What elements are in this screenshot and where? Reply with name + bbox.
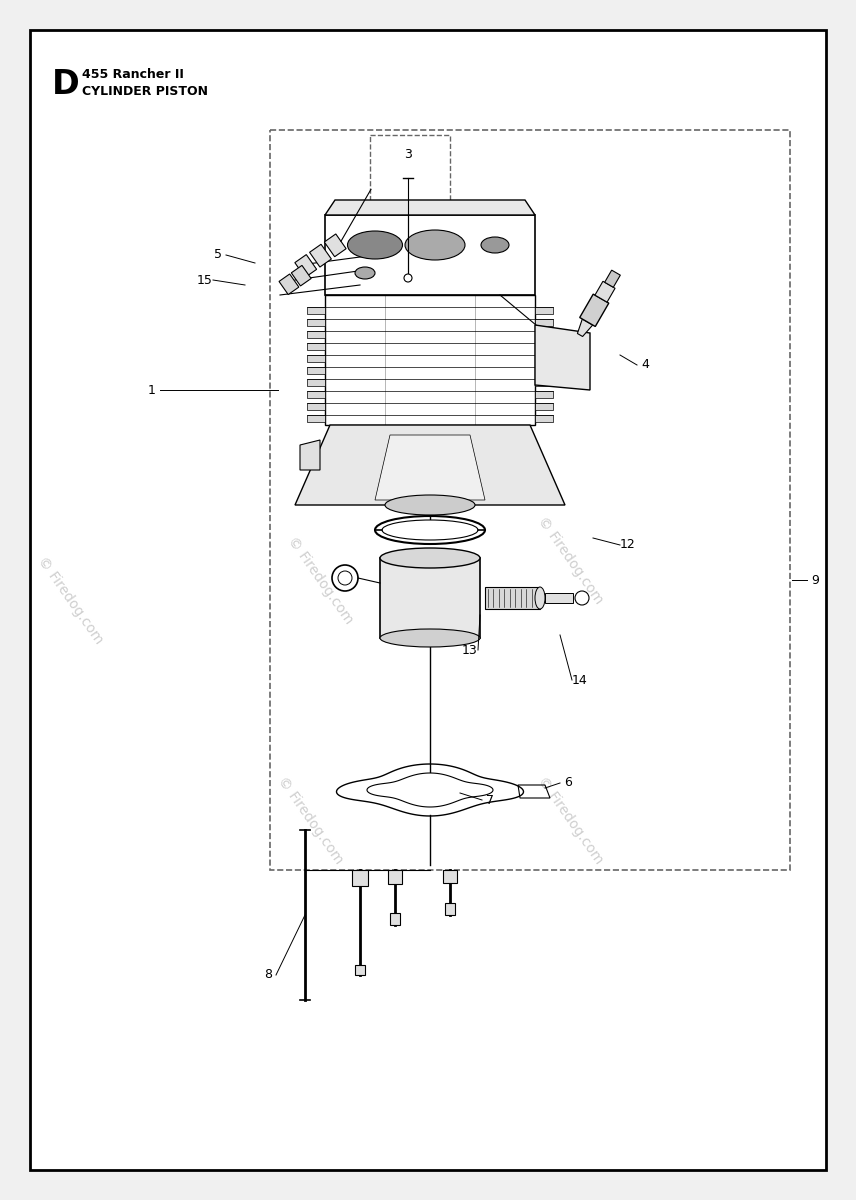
Polygon shape [324, 234, 346, 257]
Text: 3: 3 [404, 149, 412, 162]
Text: 9: 9 [811, 574, 819, 587]
Bar [325, 215, 535, 295]
Polygon shape [535, 355, 553, 362]
Text: © Firedog.com: © Firedog.com [535, 514, 605, 606]
Polygon shape [355, 965, 365, 974]
Text: 13: 13 [462, 643, 478, 656]
Polygon shape [535, 379, 553, 386]
Polygon shape [307, 331, 325, 338]
Text: © Firedog.com: © Firedog.com [284, 534, 355, 626]
Polygon shape [535, 415, 553, 422]
Bar [270, 130, 790, 870]
Bar [485, 587, 540, 608]
Polygon shape [307, 403, 325, 410]
Polygon shape [279, 274, 299, 294]
Polygon shape [535, 307, 553, 314]
Polygon shape [325, 200, 535, 215]
Text: 14: 14 [572, 673, 588, 686]
Ellipse shape [405, 230, 465, 260]
Bar [545, 593, 573, 602]
Ellipse shape [382, 520, 478, 540]
Text: D: D [52, 68, 80, 101]
Polygon shape [535, 343, 553, 350]
Ellipse shape [535, 587, 545, 608]
Bar [370, 134, 450, 235]
Text: 12: 12 [620, 539, 636, 552]
Ellipse shape [380, 548, 480, 568]
Polygon shape [307, 319, 325, 326]
Ellipse shape [481, 236, 509, 253]
Text: © Firedog.com: © Firedog.com [34, 553, 105, 647]
Polygon shape [307, 343, 325, 350]
Bar [380, 558, 480, 638]
Polygon shape [535, 403, 553, 410]
Polygon shape [445, 902, 455, 914]
Text: CYLINDER PISTON: CYLINDER PISTON [82, 85, 208, 98]
Text: © Firedog.com: © Firedog.com [535, 774, 605, 866]
Text: 4: 4 [641, 359, 649, 372]
Text: 8: 8 [264, 968, 272, 982]
Circle shape [575, 590, 589, 605]
Polygon shape [300, 440, 320, 470]
Polygon shape [535, 331, 553, 338]
Ellipse shape [380, 629, 480, 647]
Polygon shape [604, 270, 621, 287]
Polygon shape [535, 319, 553, 326]
Circle shape [404, 274, 412, 282]
Text: 5: 5 [214, 248, 222, 262]
Polygon shape [310, 245, 331, 268]
Polygon shape [307, 391, 325, 398]
Text: 15: 15 [197, 274, 213, 287]
Bar [325, 295, 535, 425]
Text: 455 Rancher II: 455 Rancher II [82, 68, 184, 80]
Polygon shape [307, 367, 325, 374]
Polygon shape [580, 294, 609, 326]
Polygon shape [388, 870, 402, 884]
Polygon shape [595, 281, 615, 302]
Polygon shape [367, 773, 493, 806]
Ellipse shape [348, 230, 402, 259]
Ellipse shape [355, 266, 375, 278]
Polygon shape [443, 870, 457, 883]
Polygon shape [307, 307, 325, 314]
Polygon shape [375, 434, 485, 500]
Polygon shape [307, 379, 325, 386]
Polygon shape [307, 355, 325, 362]
Polygon shape [578, 319, 592, 336]
Polygon shape [352, 870, 368, 886]
Polygon shape [295, 425, 565, 505]
Polygon shape [390, 913, 400, 925]
Ellipse shape [385, 494, 475, 515]
Polygon shape [535, 391, 553, 398]
Text: © Firedog.com: © Firedog.com [275, 774, 345, 866]
Circle shape [338, 571, 352, 584]
Text: 7: 7 [486, 793, 494, 806]
Polygon shape [307, 415, 325, 422]
Polygon shape [291, 265, 311, 286]
Polygon shape [535, 325, 590, 390]
Polygon shape [535, 367, 553, 374]
Text: 6: 6 [564, 776, 572, 790]
Text: 1: 1 [148, 384, 156, 396]
Polygon shape [294, 254, 317, 277]
